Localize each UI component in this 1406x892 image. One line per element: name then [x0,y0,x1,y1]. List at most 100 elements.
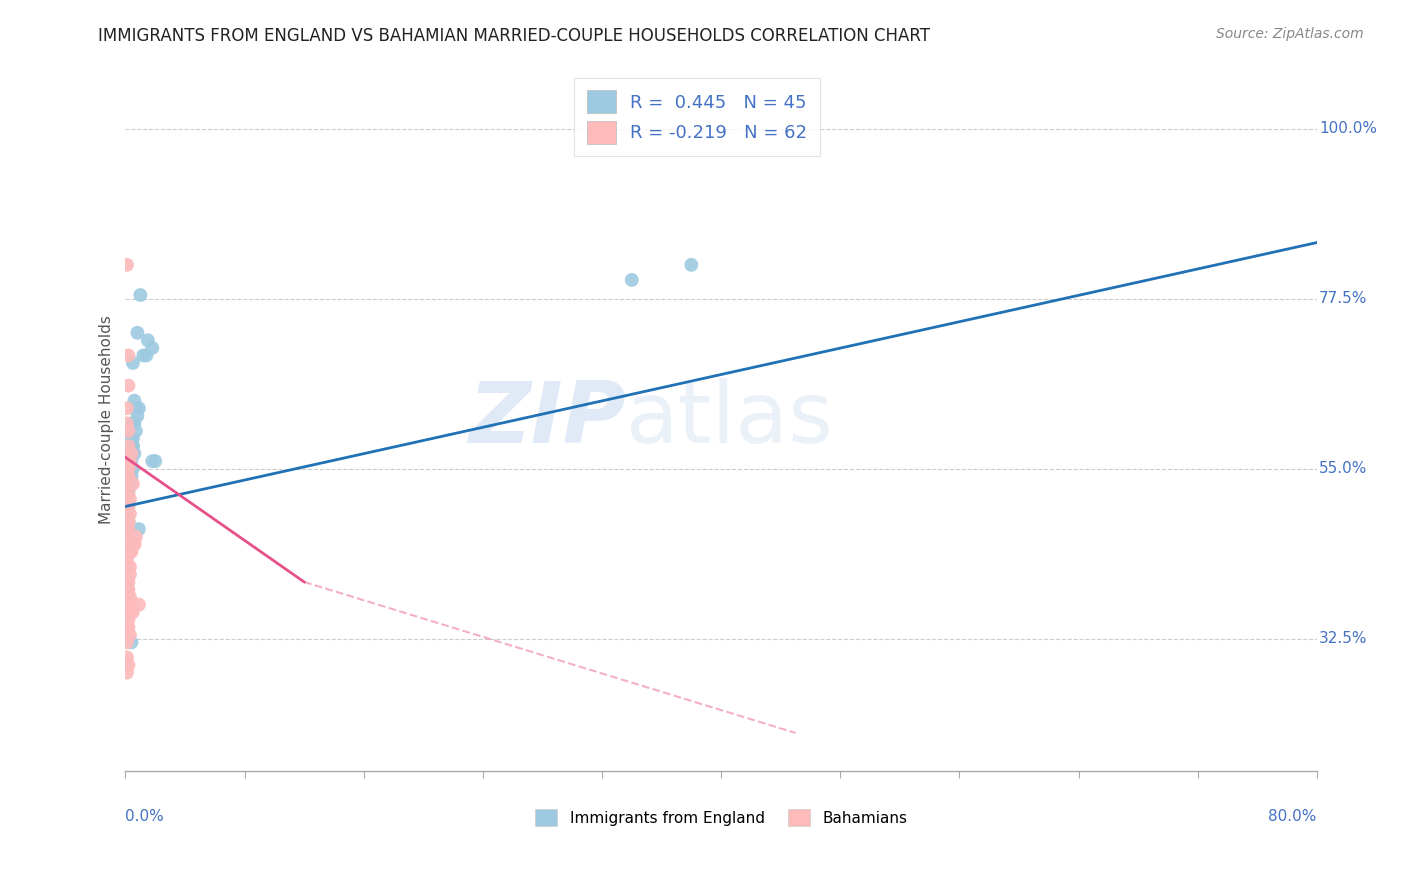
Point [117,469,139,483]
Point [128,598,150,612]
Text: 100.0%: 100.0% [1319,121,1376,136]
Text: atlas: atlas [626,378,834,461]
Point [118,476,141,491]
Point [117,574,139,589]
Point [122,476,145,491]
Point [115,590,138,604]
Legend: R =  0.445   N = 45, R = -0.219   N = 62: R = 0.445 N = 45, R = -0.219 N = 62 [575,78,820,156]
Point [124,393,146,408]
Point [141,454,163,468]
Text: 80.0%: 80.0% [1268,809,1317,824]
Point [117,461,139,475]
Point [115,559,138,574]
Point [115,650,138,665]
Point [620,273,643,287]
Point [117,484,139,499]
Point [128,522,150,536]
Point [127,326,149,340]
Point [120,635,142,649]
Point [115,530,138,544]
Point [117,613,139,627]
Point [115,574,138,589]
Point [117,605,139,619]
Point [115,461,138,475]
Point [115,491,138,506]
Point [115,500,138,514]
Point [117,515,139,529]
Text: Source: ZipAtlas.com: Source: ZipAtlas.com [1216,27,1364,41]
Point [136,334,159,348]
Point [128,401,150,416]
Point [117,424,139,438]
Point [115,507,138,521]
Point [115,447,138,461]
Point [125,401,148,416]
Point [122,439,145,453]
Point [115,582,138,597]
Point [120,469,142,483]
Point [117,500,139,514]
Point [122,439,145,453]
Point [117,658,139,673]
Point [122,461,145,475]
Point [122,432,145,446]
Point [118,598,141,612]
Point [118,545,141,559]
Point [135,348,157,362]
Point [118,559,141,574]
Point [120,447,142,461]
Point [118,590,141,604]
Point [115,620,138,634]
Point [115,522,138,536]
Point [115,665,138,680]
Point [115,401,138,416]
Point [117,522,139,536]
Point [115,258,138,272]
Point [118,628,141,642]
Text: 32.5%: 32.5% [1319,631,1368,646]
Point [118,454,141,468]
Point [125,530,148,544]
Point [117,537,139,551]
Point [117,522,139,536]
Point [122,605,145,619]
Point [127,409,149,423]
Point [118,461,141,475]
Point [124,537,146,551]
Point [117,469,139,483]
Point [115,447,138,461]
Point [122,417,145,431]
Point [117,461,139,475]
Point [124,417,146,431]
Point [681,258,703,272]
Point [120,432,142,446]
Y-axis label: Married-couple Households: Married-couple Households [100,315,114,524]
Point [115,590,138,604]
Point [117,515,139,529]
Point [120,439,142,453]
Point [117,454,139,468]
Point [125,424,148,438]
Text: ZIP: ZIP [468,378,626,461]
Point [118,454,141,468]
Point [115,552,138,566]
Point [120,454,142,468]
Point [118,605,141,619]
Point [115,417,138,431]
Point [129,288,152,302]
Point [122,356,145,370]
Text: 55.0%: 55.0% [1319,461,1368,476]
Point [118,447,141,461]
Point [117,620,139,634]
Point [117,484,139,499]
Point [124,537,146,551]
Point [118,545,141,559]
Point [117,447,139,461]
Text: IMMIGRANTS FROM ENGLAND VS BAHAMIAN MARRIED-COUPLE HOUSEHOLDS CORRELATION CHART: IMMIGRANTS FROM ENGLAND VS BAHAMIAN MARR… [98,27,931,45]
Point [118,537,141,551]
Point [118,567,141,582]
Point [115,635,138,649]
Point [132,348,155,362]
Point [118,491,141,506]
Point [117,378,139,392]
